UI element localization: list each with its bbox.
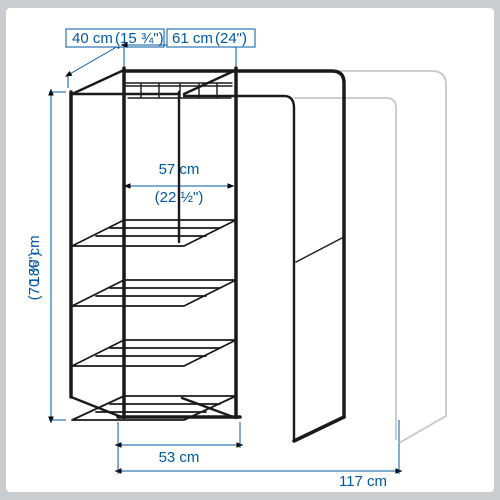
dim-line-depth	[68, 45, 120, 75]
storage-unit	[71, 68, 344, 441]
dim-depth-metric: 40 cm	[72, 30, 113, 47]
dim-height-imperial: (70 ⅞")	[26, 252, 43, 301]
dim-overall-width-metric: 117 cm	[339, 473, 387, 490]
dim-depth-imperial: (15 ¾")	[115, 30, 164, 47]
ghost-extension	[294, 71, 446, 443]
diagram-card: 40 cm (15 ¾") 61 cm (24") 180 cm (70 ⅞")…	[6, 8, 494, 492]
dimension-diagram: 40 cm (15 ¾") 61 cm (24") 180 cm (70 ⅞")…	[6, 8, 494, 492]
dim-unit-width-metric: 61 cm	[172, 30, 213, 47]
dim-unit-width-imperial: (24")	[215, 30, 247, 47]
dim-base-width-metric: 53 cm	[159, 449, 200, 466]
